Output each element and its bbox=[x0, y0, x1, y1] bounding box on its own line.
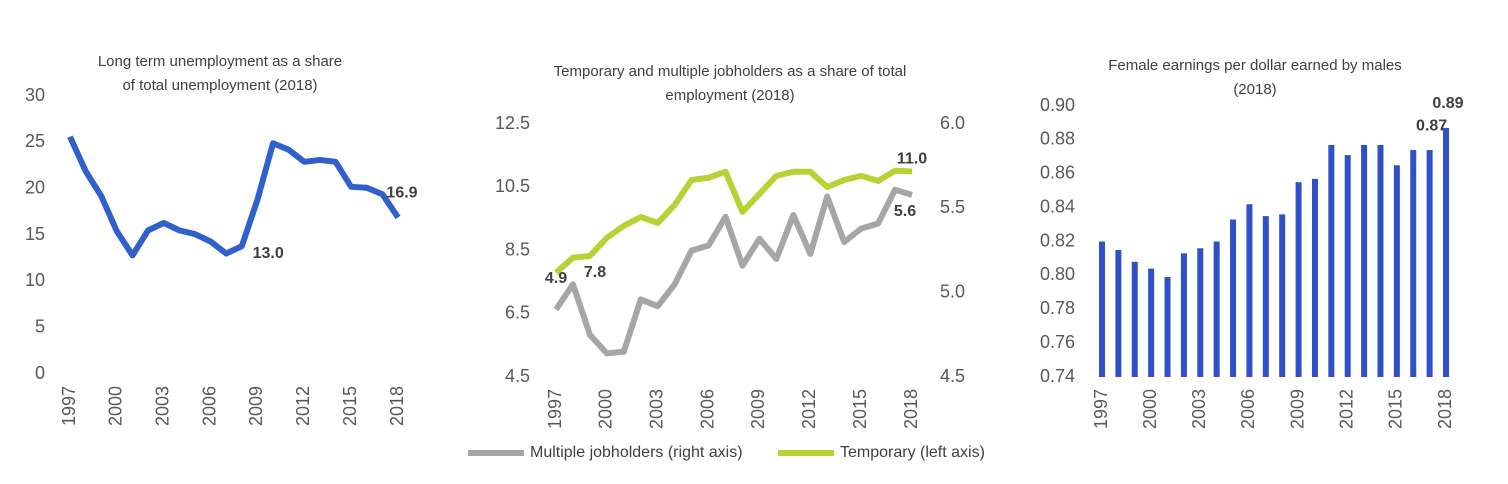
x-tick-label: 2018 bbox=[387, 386, 407, 426]
y-tick-label: 0.86 bbox=[1040, 163, 1075, 183]
bar bbox=[1410, 150, 1417, 377]
line bbox=[67, 135, 401, 259]
y-tick-label: 10 bbox=[25, 270, 45, 290]
y-tick-label: 0.76 bbox=[1040, 332, 1075, 352]
x-tick-label: 2015 bbox=[1386, 389, 1406, 429]
x-tick-label: 2000 bbox=[106, 386, 126, 426]
x-tick-label: 2000 bbox=[1140, 389, 1160, 429]
bar bbox=[1131, 261, 1138, 377]
bar bbox=[1099, 241, 1105, 377]
value-label: 13.0 bbox=[253, 245, 284, 262]
x-tick-label: 2006 bbox=[697, 389, 717, 429]
x-tick-label: 2015 bbox=[850, 389, 870, 429]
x-tick-label: 2018 bbox=[1435, 389, 1455, 429]
y2-tick-label: 4.5 bbox=[940, 366, 965, 386]
bar bbox=[1115, 249, 1122, 377]
y2-tick-label: 6.0 bbox=[940, 113, 965, 133]
x-tick-label: 2009 bbox=[1287, 389, 1307, 429]
y-tick-label: 0 bbox=[35, 363, 45, 383]
x-tick-label: 2000 bbox=[596, 389, 616, 429]
bar bbox=[1262, 216, 1269, 377]
bar bbox=[1246, 204, 1253, 377]
bar bbox=[1164, 277, 1171, 377]
y-tick-label: 0.82 bbox=[1040, 230, 1075, 250]
legend-label: Multiple jobholders (right axis) bbox=[530, 444, 743, 461]
y-tick-label: 10.5 bbox=[495, 176, 530, 196]
y-tick-label: 0.84 bbox=[1040, 196, 1075, 216]
line bbox=[553, 186, 913, 357]
bar bbox=[1426, 150, 1433, 377]
x-tick-label: 2009 bbox=[246, 386, 266, 426]
bar bbox=[1213, 241, 1220, 377]
y-tick-label: 4.5 bbox=[505, 366, 530, 386]
value-label: 0.89 bbox=[1432, 95, 1463, 112]
y-tick-label: 5 bbox=[35, 316, 45, 336]
y-tick-label: 0.78 bbox=[1040, 298, 1075, 318]
bar bbox=[1443, 128, 1449, 377]
y-tick-label: 12.5 bbox=[495, 113, 530, 133]
x-tick-label: 2003 bbox=[1189, 389, 1209, 429]
y2-tick-label: 5.5 bbox=[940, 197, 965, 217]
x-tick-label: 2012 bbox=[1336, 389, 1356, 429]
bar bbox=[1361, 144, 1368, 377]
value-label: 16.9 bbox=[386, 185, 417, 202]
value-label: 0.87 bbox=[1416, 117, 1447, 134]
bar bbox=[1393, 165, 1400, 377]
bar bbox=[1377, 144, 1384, 377]
bar bbox=[1230, 219, 1237, 377]
x-tick-label: 1997 bbox=[1091, 389, 1111, 429]
bar bbox=[1197, 248, 1204, 377]
value-label: 5.6 bbox=[894, 203, 916, 220]
x-tick-label: 2003 bbox=[152, 386, 172, 426]
chart-title: (2018) bbox=[1233, 81, 1276, 98]
y-tick-label: 20 bbox=[25, 177, 45, 197]
y-tick-label: 0.90 bbox=[1040, 95, 1075, 115]
value-label: 4.9 bbox=[545, 270, 567, 287]
x-tick-label: 2009 bbox=[748, 389, 768, 429]
value-label: 11.0 bbox=[897, 151, 927, 168]
x-tick-label: 2015 bbox=[340, 386, 360, 426]
bar bbox=[1328, 144, 1335, 377]
chart-title: Temporary and multiple jobholders as a s… bbox=[554, 63, 907, 80]
chart-title: employment (2018) bbox=[665, 87, 794, 104]
y-tick-label: 30 bbox=[25, 85, 45, 105]
y-tick-label: 15 bbox=[25, 224, 45, 244]
bar bbox=[1344, 155, 1351, 377]
y2-tick-label: 5.0 bbox=[940, 281, 965, 301]
x-tick-label: 2006 bbox=[1238, 389, 1258, 429]
chart-title: of total unemployment (2018) bbox=[122, 77, 317, 94]
bar bbox=[1295, 182, 1302, 377]
x-tick-label: 1997 bbox=[59, 386, 79, 426]
chart-title: Female earnings per dollar earned by mal… bbox=[1108, 57, 1402, 74]
y-tick-label: 0.74 bbox=[1040, 366, 1075, 386]
chart-title: Long term unemployment as a share bbox=[98, 53, 342, 70]
bar bbox=[1311, 178, 1318, 377]
y-tick-label: 6.5 bbox=[505, 303, 530, 323]
y-tick-label: 25 bbox=[25, 131, 45, 151]
y-tick-label: 0.80 bbox=[1040, 264, 1075, 284]
bar bbox=[1279, 214, 1286, 377]
line bbox=[554, 167, 913, 275]
x-tick-label: 2018 bbox=[901, 389, 921, 429]
x-tick-label: 2006 bbox=[199, 386, 219, 426]
x-tick-label: 2003 bbox=[646, 389, 666, 429]
value-label: 7.8 bbox=[584, 264, 606, 281]
x-tick-label: 1997 bbox=[545, 389, 565, 429]
legend-label: Temporary (left axis) bbox=[840, 444, 985, 461]
x-tick-label: 2012 bbox=[799, 389, 819, 429]
bar bbox=[1148, 268, 1155, 377]
y-tick-label: 0.88 bbox=[1040, 129, 1075, 149]
y-tick-label: 8.5 bbox=[505, 239, 530, 259]
bar bbox=[1180, 253, 1187, 377]
x-tick-label: 2012 bbox=[293, 386, 313, 426]
